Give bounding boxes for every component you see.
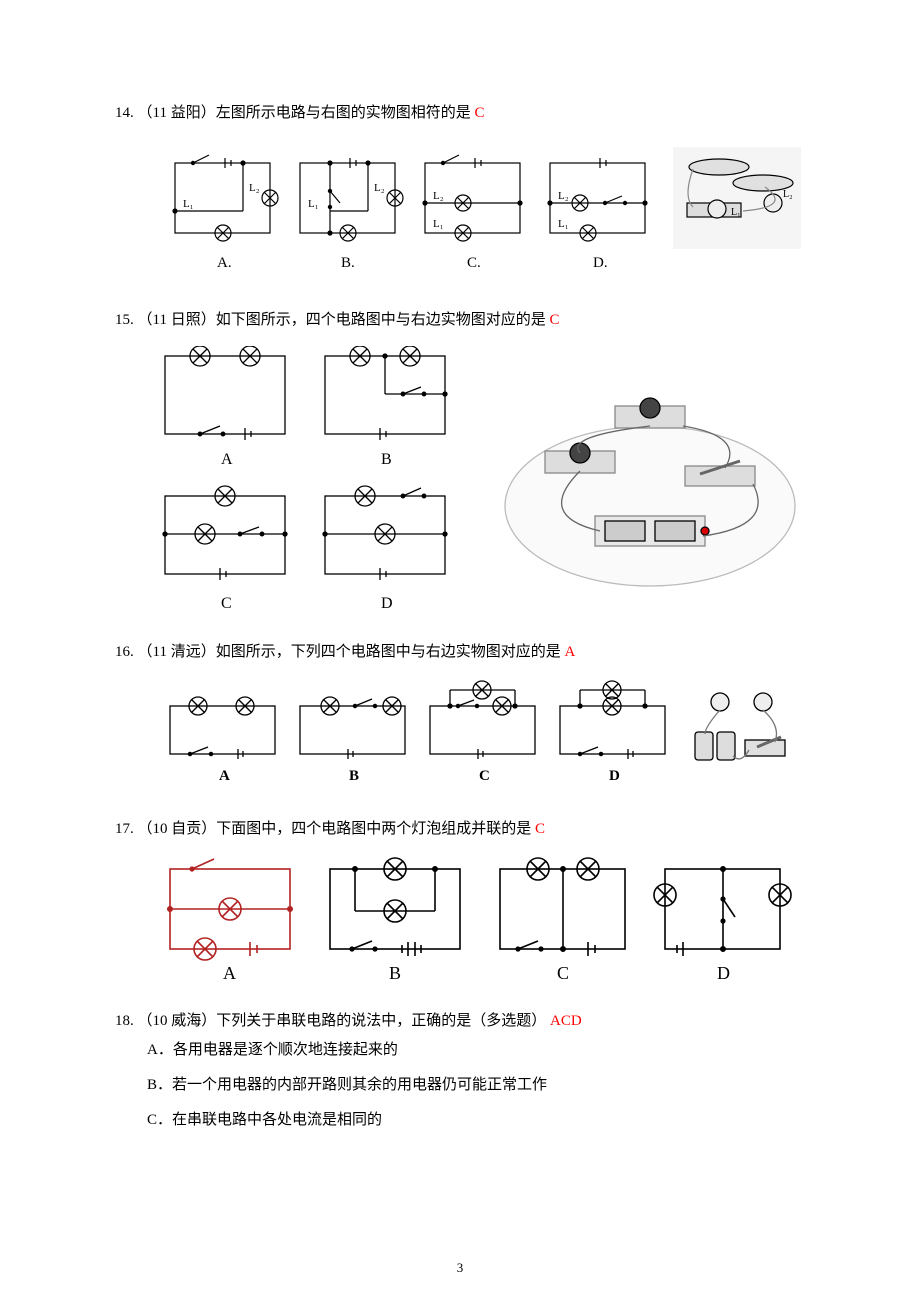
q17-svg: A B C D (115, 855, 805, 990)
q17-body: （10 自贡）下面图中，四个电路图中两个灯泡组成并联的是 (138, 821, 536, 837)
q17-answer: C (535, 821, 545, 837)
svg-text:L₁: L₁ (433, 218, 444, 230)
q15-num: 15. (115, 312, 134, 328)
q18-optA: A．各用电器是逐个顺次地连接起来的 (115, 1037, 805, 1064)
svg-text:L₂: L₂ (249, 182, 260, 194)
q18-body: （10 威海）下列关于串联电路的说法中，正确的是（多选题） (138, 1013, 547, 1029)
svg-text:C: C (557, 963, 569, 983)
svg-text:L₂: L₂ (558, 190, 569, 202)
q16-body: （11 清远）如图所示，下列四个电路图中与右边实物图对应的是 (138, 644, 565, 660)
q16-figures: A B C D (115, 678, 805, 798)
q18-answer: ACD (550, 1013, 582, 1029)
svg-text:B: B (389, 963, 401, 983)
q17-num: 17. (115, 821, 134, 837)
q14-num: 14. (115, 105, 134, 121)
q15-svg: A B C D (115, 346, 805, 621)
svg-text:L₂: L₂ (374, 182, 385, 194)
svg-text:A: A (219, 768, 230, 784)
q16-answer: A (564, 644, 575, 660)
svg-text:L₂: L₂ (433, 190, 444, 202)
svg-text:L₂: L₂ (783, 189, 793, 200)
q14-answer: C (474, 105, 484, 121)
q18-optB: B．若一个用电器的内部开路则其余的用电器仍可能正常工作 (115, 1072, 805, 1099)
q18-text: 18. （10 威海）下列关于串联电路的说法中，正确的是（多选题） ACD (115, 1008, 805, 1035)
q14-figures: L₂ L₁ L₂ L₁ (115, 139, 805, 289)
svg-text:D: D (609, 768, 620, 784)
q18-num: 18. (115, 1013, 134, 1029)
q14-label-d: D. (593, 255, 608, 271)
q17-text: 17. （10 自贡）下面图中，四个电路图中两个灯泡组成并联的是 C (115, 816, 805, 843)
q14-text: 14. （11 益阳）左图所示电路与右图的实物图相符的是 C (115, 100, 805, 127)
svg-text:D: D (717, 963, 730, 983)
q16-text: 16. （11 清远）如图所示，下列四个电路图中与右边实物图对应的是 A (115, 639, 805, 666)
svg-text:A: A (223, 963, 236, 983)
svg-text:B: B (381, 451, 392, 468)
svg-text:A: A (221, 451, 233, 468)
q14-svg: L₂ L₁ L₂ L₁ (115, 139, 805, 289)
q14-label-b: B. (341, 255, 355, 271)
svg-text:B: B (349, 768, 359, 784)
q15-body: （11 日照）如下图所示，四个电路图中与右边实物图对应的是 (138, 312, 550, 328)
page-number: 3 (0, 1260, 920, 1276)
svg-text:L₁: L₁ (558, 218, 569, 230)
q16-num: 16. (115, 644, 134, 660)
svg-text:C: C (479, 768, 490, 784)
q14-label-a: A. (217, 255, 232, 271)
svg-text:L₁: L₁ (183, 198, 194, 210)
q15-text: 15. （11 日照）如下图所示，四个电路图中与右边实物图对应的是 C (115, 307, 805, 334)
q17-figures: A B C D (115, 855, 805, 990)
q14-label-c: C. (467, 255, 481, 271)
q15-answer: C (549, 312, 559, 328)
svg-text:L₁: L₁ (731, 207, 741, 218)
svg-text:L₁: L₁ (308, 198, 319, 210)
page: 14. （11 益阳）左图所示电路与右图的实物图相符的是 C L₂ L₁ (0, 0, 920, 1302)
q16-svg: A B C D (115, 678, 805, 798)
svg-text:C: C (221, 595, 232, 612)
q14-body: （11 益阳）左图所示电路与右图的实物图相符的是 (138, 105, 475, 121)
svg-text:D: D (381, 595, 393, 612)
q18-optC: C．在串联电路中各处电流是相同的 (115, 1107, 805, 1134)
q15-figures: A B C D (115, 346, 805, 621)
